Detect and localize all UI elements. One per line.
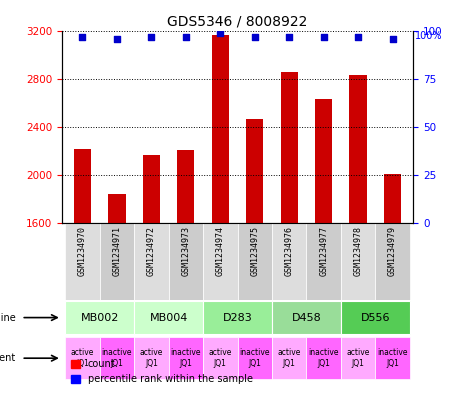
Bar: [203, 337, 238, 379]
Bar: [238, 337, 272, 379]
Point: [354, 34, 362, 40]
Text: GSM1234977: GSM1234977: [319, 226, 328, 275]
Title: GDS5346 / 8008922: GDS5346 / 8008922: [167, 15, 308, 29]
Text: D458: D458: [292, 312, 321, 323]
Text: active
JQ1: active JQ1: [209, 349, 232, 368]
Text: GSM1234974: GSM1234974: [216, 226, 225, 275]
Bar: [212, 35, 229, 393]
Text: cell line: cell line: [0, 312, 16, 323]
Text: D283: D283: [223, 312, 252, 323]
Point: [148, 34, 155, 40]
Text: GSM1234978: GSM1234978: [353, 226, 362, 275]
Bar: [65, 337, 100, 379]
Bar: [272, 301, 341, 334]
Bar: [384, 174, 401, 393]
Text: D556: D556: [361, 312, 390, 323]
Bar: [203, 301, 272, 334]
Bar: [246, 119, 263, 393]
Text: 100%: 100%: [415, 31, 443, 41]
Text: GSM1234970: GSM1234970: [78, 226, 87, 275]
Point: [285, 34, 293, 40]
Text: GSM1234972: GSM1234972: [147, 226, 156, 275]
Point: [182, 34, 190, 40]
Bar: [65, 223, 100, 300]
Bar: [281, 72, 298, 393]
Bar: [272, 223, 306, 300]
Bar: [375, 337, 410, 379]
Bar: [74, 149, 91, 393]
Point: [320, 34, 327, 40]
Bar: [134, 301, 203, 334]
Text: active
JQ1: active JQ1: [140, 349, 163, 368]
Bar: [350, 75, 367, 393]
Text: agent: agent: [0, 353, 16, 363]
Bar: [375, 223, 410, 300]
Text: active
JQ1: active JQ1: [277, 349, 301, 368]
Text: GSM1234973: GSM1234973: [181, 226, 190, 275]
Point: [251, 34, 258, 40]
Bar: [177, 150, 194, 393]
Bar: [341, 223, 375, 300]
Text: active
JQ1: active JQ1: [71, 349, 94, 368]
Bar: [272, 337, 306, 379]
Text: inactive
JQ1: inactive JQ1: [239, 349, 270, 368]
Bar: [238, 223, 272, 300]
Legend: count, percentile rank within the sample: count, percentile rank within the sample: [66, 356, 257, 388]
Text: MB004: MB004: [150, 312, 188, 323]
Bar: [142, 155, 160, 393]
Bar: [108, 195, 125, 393]
Bar: [315, 99, 332, 393]
Bar: [169, 223, 203, 300]
Bar: [100, 337, 134, 379]
Text: inactive
JQ1: inactive JQ1: [171, 349, 201, 368]
Bar: [203, 223, 238, 300]
Text: inactive
JQ1: inactive JQ1: [102, 349, 132, 368]
Text: active
JQ1: active JQ1: [346, 349, 370, 368]
Bar: [306, 337, 341, 379]
Text: GSM1234979: GSM1234979: [388, 226, 397, 275]
Text: GSM1234971: GSM1234971: [113, 226, 122, 275]
Text: GSM1234976: GSM1234976: [285, 226, 294, 275]
Bar: [306, 223, 341, 300]
Bar: [341, 301, 410, 334]
Bar: [134, 223, 169, 300]
Point: [113, 36, 121, 42]
Bar: [65, 301, 134, 334]
Bar: [100, 223, 134, 300]
Text: inactive
JQ1: inactive JQ1: [377, 349, 408, 368]
Text: MB002: MB002: [80, 312, 119, 323]
Point: [217, 30, 224, 37]
Bar: [134, 337, 169, 379]
Point: [389, 36, 396, 42]
Text: GSM1234975: GSM1234975: [250, 226, 259, 275]
Point: [79, 34, 86, 40]
Bar: [341, 337, 375, 379]
Text: inactive
JQ1: inactive JQ1: [308, 349, 339, 368]
Bar: [169, 337, 203, 379]
